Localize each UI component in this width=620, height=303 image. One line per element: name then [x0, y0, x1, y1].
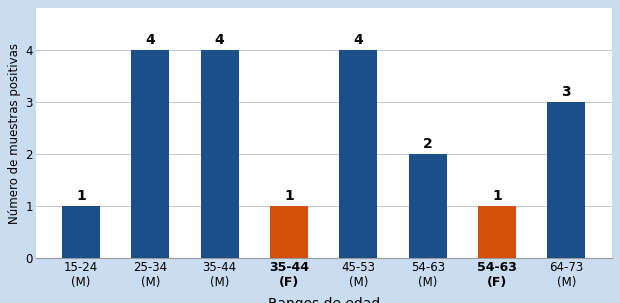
Text: 4: 4 [146, 33, 155, 47]
Text: 4: 4 [353, 33, 363, 47]
Bar [409, 154, 447, 258]
Y-axis label: Número de muestras positivas: Número de muestras positivas [8, 43, 21, 224]
Bar [131, 50, 169, 258]
Bar [478, 206, 516, 258]
Text: 1: 1 [284, 189, 294, 203]
Text: 4: 4 [215, 33, 224, 47]
Text: 1: 1 [492, 189, 502, 203]
Bar [547, 102, 585, 258]
Bar [201, 50, 239, 258]
Text: 1: 1 [76, 189, 86, 203]
Bar [62, 206, 100, 258]
Text: Rangos de edad: Rangos de edad [268, 297, 380, 303]
Bar [339, 50, 378, 258]
Bar [270, 206, 308, 258]
Text: 2: 2 [423, 137, 433, 151]
Text: 3: 3 [562, 85, 571, 99]
